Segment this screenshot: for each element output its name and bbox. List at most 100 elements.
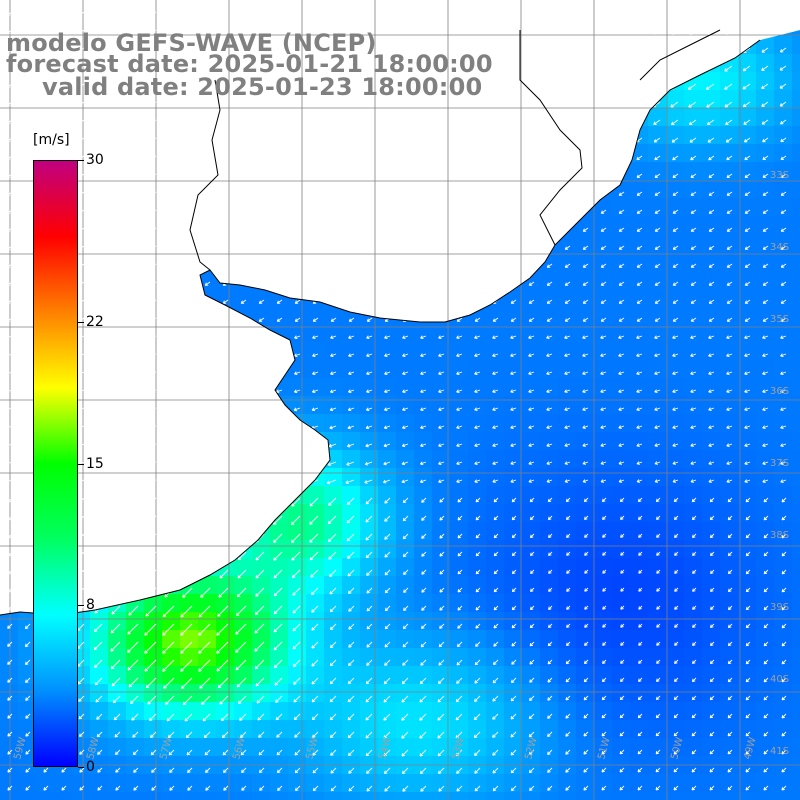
wind-arrow: [384, 407, 391, 412]
wind-arrow: [474, 119, 481, 124]
wind-arrow: [475, 533, 481, 539]
wind-arrow: [24, 389, 31, 394]
wind-cell: [648, 594, 667, 613]
wind-cell: [252, 720, 271, 739]
wind-cell: [558, 306, 577, 325]
wind-cell: [648, 468, 667, 487]
wind-arrow: [291, 497, 301, 507]
wind-cell: [342, 378, 361, 397]
wind-arrow: [726, 11, 733, 17]
wind-arrow: [564, 155, 571, 160]
wind-cell: [612, 792, 631, 800]
wind-arrow: [78, 47, 85, 52]
wind-arrow: [384, 47, 391, 52]
wind-arrow: [492, 83, 499, 88]
wind-arrow: [779, 65, 787, 71]
wind-cell: [396, 612, 415, 631]
wind-cell: [486, 540, 505, 559]
wind-arrow: [474, 227, 481, 232]
wind-cell: [432, 414, 451, 433]
wind-cell: [558, 288, 577, 307]
wind-cell: [558, 774, 577, 793]
wind-cell: [612, 252, 631, 271]
wind-arrow: [582, 425, 589, 429]
wind-cell: [594, 702, 613, 721]
wind-cell: [702, 396, 721, 415]
wind-arrow: [727, 515, 733, 521]
wind-arrow: [346, 515, 355, 524]
wind-arrow: [439, 497, 445, 503]
wind-arrow: [114, 281, 121, 286]
wind-cell: [738, 486, 757, 505]
wind-arrow: [132, 65, 139, 70]
wind-cell: [450, 612, 469, 631]
wind-arrow: [510, 371, 517, 376]
wind-arrow: [402, 551, 409, 558]
wind-arrow: [330, 371, 337, 376]
wind-arrow: [258, 137, 265, 142]
wind-arrow: [384, 137, 391, 142]
wind-arrow: [690, 389, 697, 393]
wind-arrow: [617, 119, 625, 125]
wind-arrow: [618, 155, 625, 161]
wind-arrow: [167, 443, 175, 448]
wind-arrow: [636, 299, 643, 304]
wind-arrow: [348, 173, 355, 178]
wind-arrow: [672, 11, 679, 17]
wind-arrow: [726, 173, 733, 178]
wind-arrow: [78, 11, 85, 16]
wind-cell: [342, 540, 361, 559]
wind-cell: [360, 450, 379, 469]
wind-arrow: [474, 461, 481, 465]
wind-arrow: [546, 83, 553, 88]
wind-cell: [414, 468, 433, 487]
wind-arrow: [690, 335, 697, 340]
latitude-label: 38S: [770, 530, 789, 541]
wind-cell: [756, 162, 775, 181]
wind-arrow: [492, 47, 499, 52]
wind-arrow: [708, 407, 715, 411]
wind-arrow: [24, 137, 31, 142]
wind-arrow: [474, 47, 481, 52]
wind-arrow: [239, 425, 247, 430]
wind-arrow: [456, 461, 463, 465]
wind-arrow: [114, 65, 121, 70]
wind-cell: [558, 684, 577, 703]
wind-cell: [792, 738, 800, 757]
wind-arrow: [346, 461, 355, 466]
wind-arrow: [222, 227, 229, 232]
wind-arrow: [655, 515, 661, 521]
wind-cell: [702, 738, 721, 757]
wind-arrow: [6, 389, 13, 394]
wind-cell: [72, 792, 91, 800]
wind-arrow: [222, 299, 229, 304]
wind-cell: [684, 468, 703, 487]
wind-arrow: [168, 29, 175, 34]
wind-cell: [522, 306, 541, 325]
wind-cell: [630, 216, 649, 235]
wind-cell: [720, 486, 739, 505]
wind-arrow: [438, 281, 445, 286]
wind-arrow: [240, 209, 247, 214]
wind-arrow: [96, 443, 103, 448]
wind-arrow: [222, 317, 229, 322]
wind-arrow: [276, 11, 283, 16]
wind-cell: [720, 288, 739, 307]
wind-cell: [738, 702, 757, 721]
wind-arrow: [240, 11, 247, 16]
wind-arrow: [456, 407, 463, 412]
wind-arrow: [78, 227, 85, 232]
wind-cell: [702, 324, 721, 343]
wind-cell: [0, 774, 19, 793]
wind-arrow: [238, 533, 247, 542]
wind-arrow: [706, 119, 715, 126]
wind-arrow: [510, 281, 517, 286]
wind-arrow: [330, 281, 337, 286]
wind-arrow: [132, 407, 139, 412]
wind-cell: [396, 666, 415, 685]
wind-arrow: [564, 443, 571, 447]
wind-arrow: [78, 335, 85, 340]
wind-arrow: [348, 299, 355, 304]
wind-cell: [666, 792, 685, 800]
wind-cell: [666, 342, 685, 361]
